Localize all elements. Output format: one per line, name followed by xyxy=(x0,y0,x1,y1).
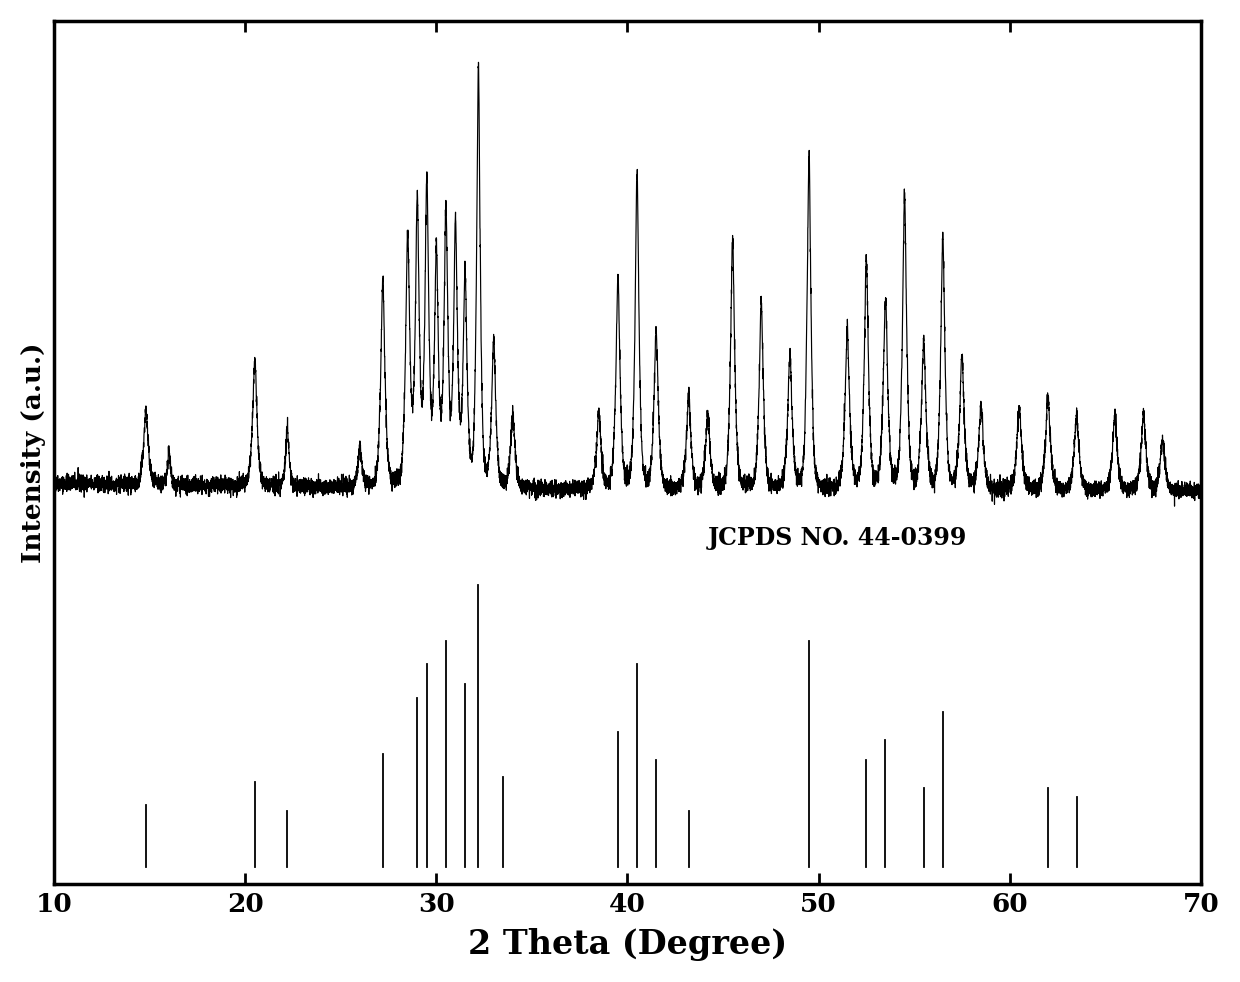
Text: JCPDS NO. 44-0399: JCPDS NO. 44-0399 xyxy=(708,525,967,550)
X-axis label: 2 Theta (Degree): 2 Theta (Degree) xyxy=(467,928,787,961)
Y-axis label: Intensity (a.u.): Intensity (a.u.) xyxy=(21,342,46,563)
